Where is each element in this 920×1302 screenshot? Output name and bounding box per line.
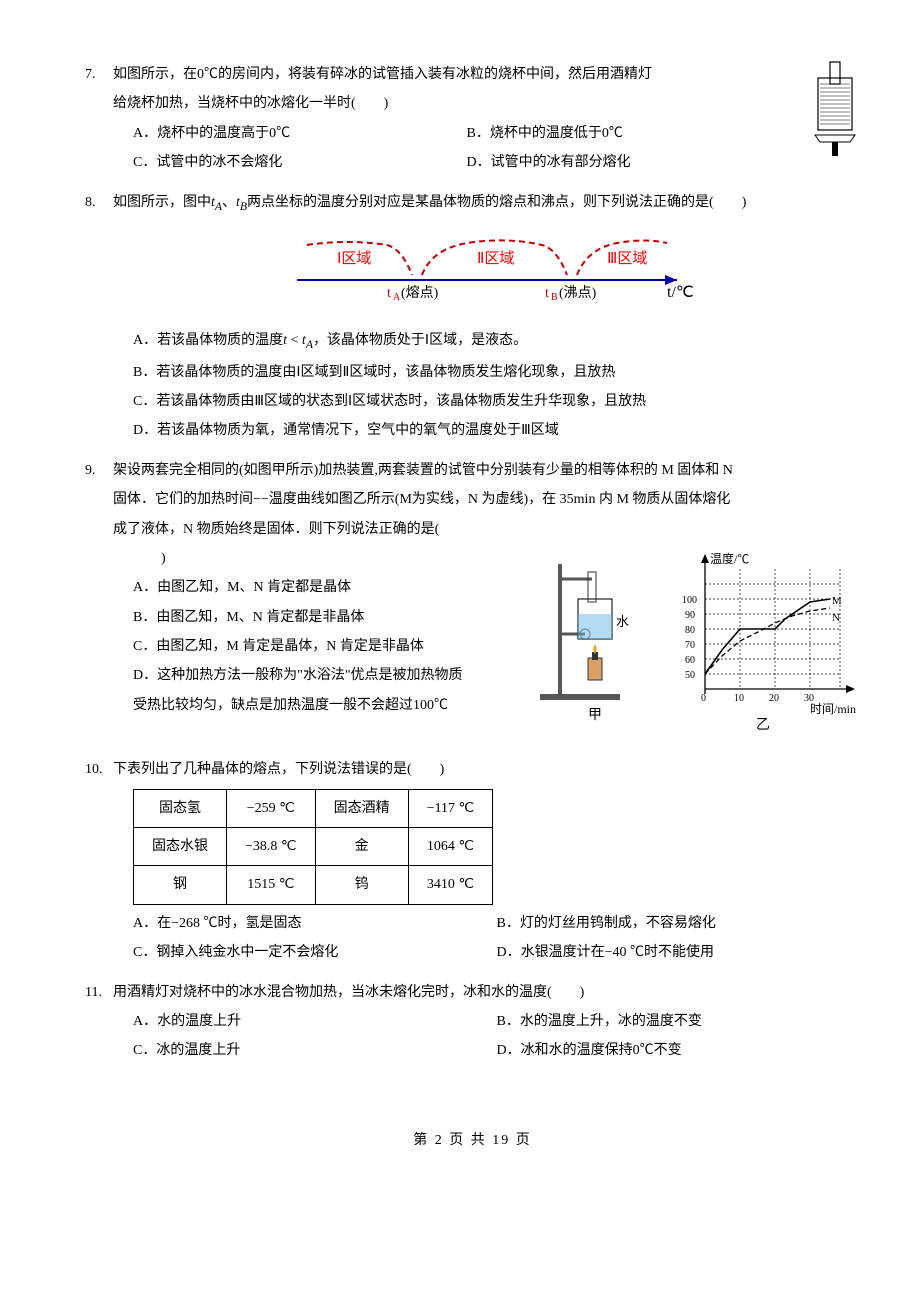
table-cell: −38.8 ℃ xyxy=(227,828,316,866)
option-d: D．冰和水的温度保持0℃不变 xyxy=(497,1036,861,1065)
axis-label: t/℃ xyxy=(667,284,694,301)
heating-curve-chart: 50 60 70 80 90 100 0 10 20 30 M N 温度/℃ 时… xyxy=(682,551,856,716)
table-cell: 3410 ℃ xyxy=(408,866,493,904)
option-b: B．烧杯中的温度低于0℃ xyxy=(467,119,801,148)
option-b: B．水的温度上升，冰的温度不变 xyxy=(497,1007,861,1036)
svg-text:90: 90 xyxy=(685,610,695,621)
question-number: 8. xyxy=(85,188,96,217)
options: A．若该晶体物质的温度t < tA，该晶体物质处于Ⅰ区域，是液态。 B．若该晶体… xyxy=(113,326,860,445)
region-2-label: Ⅱ区域 xyxy=(477,250,514,267)
table-cell: 1515 ℃ xyxy=(227,866,316,904)
question-number: 10. xyxy=(85,755,103,784)
question-stem: 如图所示，图中tA、tB两点坐标的温度分别对应是某晶体物质的熔点和沸点，则下列说… xyxy=(113,188,860,219)
option-a: A．烧杯中的温度高于0℃ xyxy=(133,119,467,148)
question-number: 7. xyxy=(85,60,96,89)
svg-text:B: B xyxy=(551,292,558,303)
page-footer: 第 2 页 共 19 页 xyxy=(85,1126,860,1155)
question-stem: 用酒精灯对烧杯中的冰水混合物加热，当冰未熔化完时，冰和水的温度( ) xyxy=(113,978,860,1007)
stem-line: 固体．它们的加热时间−−温度曲线如图乙所示(M为实线，N 为虚线)，在 35mi… xyxy=(113,492,730,507)
table-cell: 钢 xyxy=(134,866,227,904)
question-7: 7. 如图所示，在0℃的房间内，将装有碎冰的试管插入装有冰粒的烧杯中间，然后用酒… xyxy=(85,60,860,178)
option-a: A．在−268 ℃时，氢是固态 xyxy=(133,909,497,938)
temperature-axis-diagram: Ⅰ区域 Ⅱ区域 Ⅲ区域 t A (熔点) t B (沸点) t/℃ xyxy=(113,225,860,316)
option-a: A．水的温度上升 xyxy=(133,1007,497,1036)
option-a: A．若该晶体物质的温度t < tA，该晶体物质处于Ⅰ区域，是液态。 xyxy=(133,326,860,357)
svg-text:(沸点): (沸点) xyxy=(559,285,597,301)
options: A．在−268 ℃时，氢是固态 B．灯的灯丝用钨制成，不容易熔化 C．钢掉入纯金… xyxy=(113,909,860,968)
svg-text:(熔点): (熔点) xyxy=(401,285,439,301)
melting-point-table: 固态氢 −259 ℃ 固态酒精 −117 ℃ 固态水银 −38.8 ℃ 金 10… xyxy=(133,789,493,905)
svg-text:60: 60 xyxy=(685,655,695,666)
question-9: 9. 架设两套完全相同的(如图甲所示)加热装置,两套装置的试管中分别装有少量的相… xyxy=(85,456,860,746)
question-8: 8. 如图所示，图中tA、tB两点坐标的温度分别对应是某晶体物质的熔点和沸点，则… xyxy=(85,188,860,446)
svg-text:t: t xyxy=(387,286,391,301)
option-d: D．若该晶体物质为氧，通常情况下，空气中的氧气的温度处于Ⅲ区域 xyxy=(133,416,860,445)
question-stem: 架设两套完全相同的(如图甲所示)加热装置,两套装置的试管中分别装有少量的相等体积… xyxy=(113,456,860,544)
table-row: 钢 1515 ℃ 钨 3410 ℃ xyxy=(134,866,493,904)
table-cell: 金 xyxy=(315,828,408,866)
svg-text:20: 20 xyxy=(769,693,779,704)
beaker-icon xyxy=(810,60,860,171)
table-cell: 钨 xyxy=(315,866,408,904)
option-c: C．试管中的冰不会熔化 xyxy=(133,148,467,177)
stem-line: 架设两套完全相同的(如图甲所示)加热装置,两套装置的试管中分别装有少量的相等体积… xyxy=(113,463,733,478)
table-row: 固态氢 −259 ℃ 固态酒精 −117 ℃ xyxy=(134,789,493,827)
table-cell: −259 ℃ xyxy=(227,789,316,827)
yi-label: 乙 xyxy=(756,717,770,733)
svg-text:80: 80 xyxy=(685,625,695,636)
table-row: 固态水银 −38.8 ℃ 金 1064 ℃ xyxy=(134,828,493,866)
question-10: 10. 下表列出了几种晶体的熔点，下列说法错误的是( ) 固态氢 −259 ℃ … xyxy=(85,755,860,967)
question-stem: 如图所示，在0℃的房间内，将装有碎冰的试管插入装有冰粒的烧杯中间，然后用酒精灯 … xyxy=(113,60,860,119)
option-c: C．冰的温度上升 xyxy=(133,1036,497,1065)
m-label: M xyxy=(832,595,842,607)
option-d: D．试管中的冰有部分熔化 xyxy=(467,148,801,177)
x-axis-label: 时间/min xyxy=(810,702,856,716)
option-d: D．水银温度计在−40 ℃时不能使用 xyxy=(497,938,861,967)
question-stem: 下表列出了几种晶体的熔点，下列说法错误的是( ) xyxy=(113,755,860,784)
y-axis-label: 温度/℃ xyxy=(710,551,749,566)
table-cell: 固态水银 xyxy=(134,828,227,866)
water-label: 水 xyxy=(616,614,629,629)
svg-text:100: 100 xyxy=(682,595,697,606)
stem-line: 给烧杯加热，当烧杯中的冰熔化一半时( ) xyxy=(113,96,388,111)
svg-text:t: t xyxy=(545,286,549,301)
question-11: 11. 用酒精灯对烧杯中的冰水混合物加热，当冰未熔化完时，冰和水的温度( ) A… xyxy=(85,978,860,1066)
svg-text:50: 50 xyxy=(685,670,695,681)
stem-line: 成了液体，N 物质始终是固体．则下列说法正确的是( xyxy=(113,522,439,537)
svg-text:A: A xyxy=(393,292,401,303)
region-3-label: Ⅲ区域 xyxy=(607,250,647,267)
stem-line: 如图所示，在0℃的房间内，将装有碎冰的试管插入装有冰粒的烧杯中间，然后用酒精灯 xyxy=(113,67,652,82)
table-cell: 1064 ℃ xyxy=(408,828,493,866)
question-number: 11. xyxy=(85,978,102,1007)
table-cell: 固态酒精 xyxy=(315,789,408,827)
table-cell: −117 ℃ xyxy=(408,789,493,827)
options: A．烧杯中的温度高于0℃ B．烧杯中的温度低于0℃ C．试管中的冰不会熔化 D．… xyxy=(113,119,860,178)
option-b: B．若该晶体物质的温度由Ⅰ区域到Ⅱ区域时，该晶体物质发生熔化现象，且放热 xyxy=(133,358,860,387)
jia-label: 甲 xyxy=(588,708,602,723)
figure-jia-yi: 水 甲 xyxy=(530,544,860,745)
option-c: C．钢掉入纯金水中一定不会熔化 xyxy=(133,938,497,967)
apparatus-icon: 水 xyxy=(540,564,629,700)
question-number: 9. xyxy=(85,456,96,485)
svg-text:0: 0 xyxy=(701,693,706,704)
svg-text:10: 10 xyxy=(734,693,744,704)
n-label: N xyxy=(832,612,840,624)
option-b: B．灯的灯丝用钨制成，不容易熔化 xyxy=(497,909,861,938)
region-1-label: Ⅰ区域 xyxy=(337,250,371,267)
option-c: C．若该晶体物质由Ⅲ区域的状态到Ⅰ区域状态时，该晶体物质发生升华现象，且放热 xyxy=(133,387,860,416)
svg-text:70: 70 xyxy=(685,640,695,651)
options: A．水的温度上升 B．水的温度上升，冰的温度不变 C．冰的温度上升 D．冰和水的… xyxy=(113,1007,860,1066)
table-cell: 固态氢 xyxy=(134,789,227,827)
